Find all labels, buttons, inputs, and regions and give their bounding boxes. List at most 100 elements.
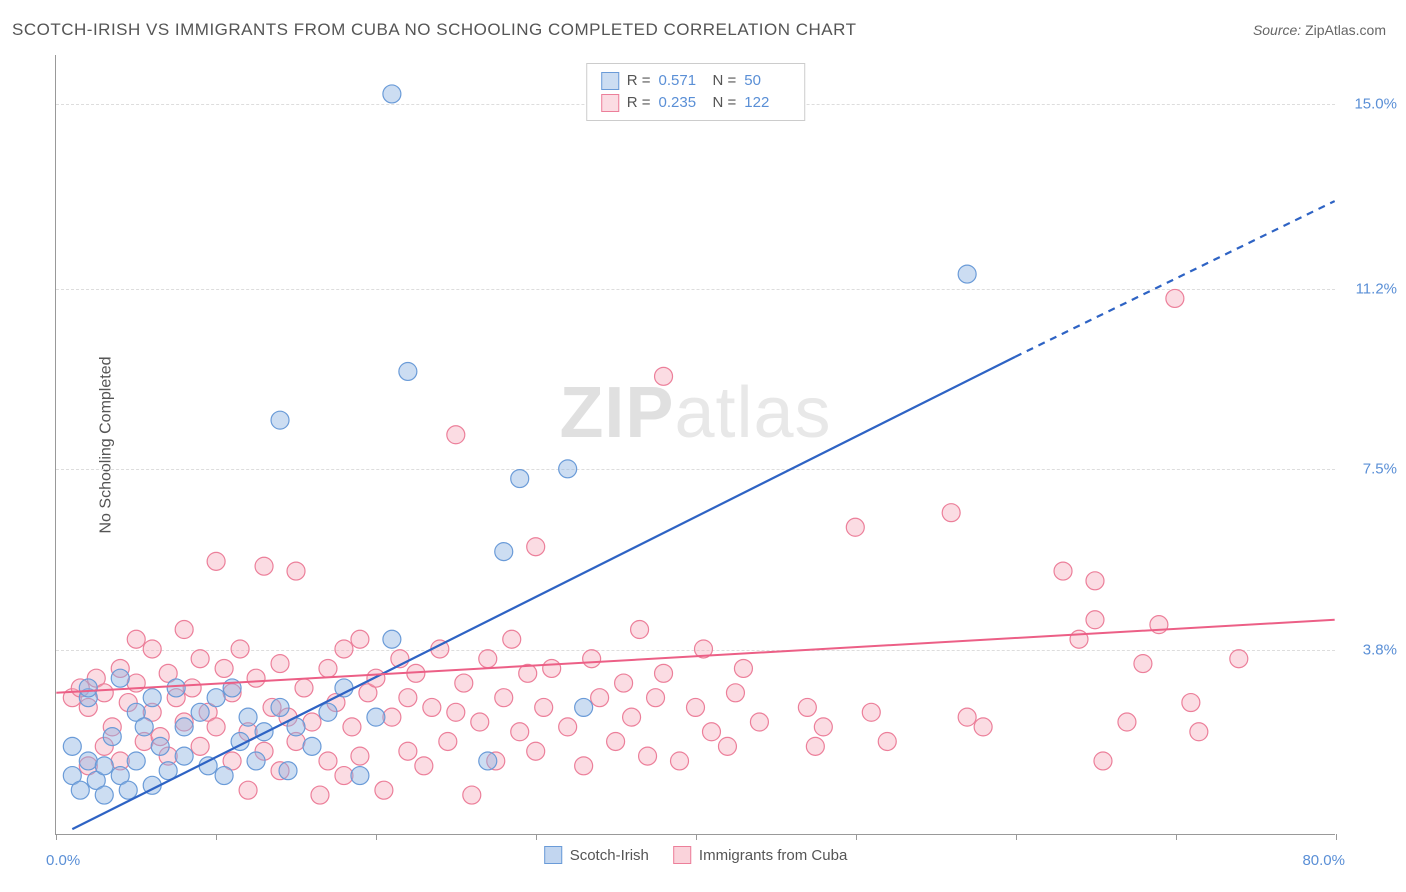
data-point <box>135 718 153 736</box>
data-point <box>207 689 225 707</box>
data-point <box>495 689 513 707</box>
data-point <box>655 367 673 385</box>
data-point <box>175 747 193 765</box>
data-point <box>1070 630 1088 648</box>
data-point <box>1182 694 1200 712</box>
data-point <box>247 752 265 770</box>
legend-r-value-2: 0.235 <box>659 92 705 114</box>
data-point <box>151 737 169 755</box>
data-point <box>527 742 545 760</box>
data-point <box>495 543 513 561</box>
trend-line <box>72 357 1015 829</box>
data-point <box>559 718 577 736</box>
data-point <box>191 703 209 721</box>
data-point <box>295 679 313 697</box>
data-point <box>247 669 265 687</box>
data-point <box>399 362 417 380</box>
data-point <box>958 708 976 726</box>
data-point <box>1134 655 1152 673</box>
data-point <box>543 659 561 677</box>
data-point <box>399 742 417 760</box>
data-point <box>718 737 736 755</box>
data-point <box>271 655 289 673</box>
y-tick-label: 7.5% <box>1342 461 1397 478</box>
data-point <box>535 698 553 716</box>
data-point <box>1054 562 1072 580</box>
data-point <box>199 757 217 775</box>
x-axis-max-label: 80.0% <box>1302 852 1345 869</box>
x-tick <box>1016 834 1017 840</box>
legend-swatch-1 <box>601 72 619 90</box>
data-point <box>239 708 257 726</box>
data-point <box>127 752 145 770</box>
data-point <box>103 728 121 746</box>
data-point <box>591 689 609 707</box>
data-point <box>1086 611 1104 629</box>
data-point <box>319 752 337 770</box>
data-point <box>119 781 137 799</box>
data-point <box>878 733 896 751</box>
legend-item-1: Scotch-Irish <box>544 846 649 864</box>
data-point <box>814 718 832 736</box>
data-point <box>207 718 225 736</box>
data-point <box>974 718 992 736</box>
data-point <box>726 684 744 702</box>
data-point <box>511 470 529 488</box>
legend-bottom-label-2: Immigrants from Cuba <box>699 847 847 864</box>
data-point <box>287 562 305 580</box>
trend-line-extrapolated <box>1015 201 1335 357</box>
data-point <box>527 538 545 556</box>
data-point <box>63 737 81 755</box>
source-label: Source: <box>1253 22 1301 38</box>
x-tick <box>376 834 377 840</box>
data-point <box>423 698 441 716</box>
data-point <box>79 752 97 770</box>
x-axis-min-label: 0.0% <box>46 852 80 869</box>
data-point <box>607 733 625 751</box>
data-point <box>671 752 689 770</box>
data-point <box>615 674 633 692</box>
data-point <box>942 504 960 522</box>
data-point <box>862 703 880 721</box>
data-point <box>311 786 329 804</box>
legend-row-series-2: R = 0.235 N = 122 <box>601 92 791 114</box>
x-tick <box>536 834 537 840</box>
data-point <box>575 757 593 775</box>
legend-correlation-box: R = 0.571 N = 50 R = 0.235 N = 122 <box>586 63 806 121</box>
y-tick-label: 15.0% <box>1342 95 1397 112</box>
y-tick-label: 3.8% <box>1342 641 1397 658</box>
data-point <box>479 752 497 770</box>
data-point <box>351 767 369 785</box>
source-attribution: Source: ZipAtlas.com <box>1253 22 1386 38</box>
data-point <box>303 713 321 731</box>
data-point <box>471 713 489 731</box>
data-point <box>127 630 145 648</box>
data-point <box>575 698 593 716</box>
data-point <box>215 659 233 677</box>
data-point <box>191 650 209 668</box>
data-point <box>846 518 864 536</box>
chart-title: SCOTCH-IRISH VS IMMIGRANTS FROM CUBA NO … <box>12 20 857 40</box>
source-value: ZipAtlas.com <box>1305 22 1386 38</box>
data-point <box>239 781 257 799</box>
data-point <box>439 733 457 751</box>
data-point <box>1086 572 1104 590</box>
legend-n-value-1: 50 <box>744 70 790 92</box>
data-point <box>639 747 657 765</box>
x-tick <box>56 834 57 840</box>
x-tick <box>216 834 217 840</box>
data-point <box>623 708 641 726</box>
legend-r-label-2: R = <box>627 92 651 114</box>
x-tick <box>696 834 697 840</box>
data-point <box>351 630 369 648</box>
data-point <box>335 640 353 658</box>
legend-r-label-1: R = <box>627 70 651 92</box>
x-tick <box>1336 834 1337 840</box>
data-point <box>447 703 465 721</box>
data-point <box>319 659 337 677</box>
data-point <box>702 723 720 741</box>
data-point <box>215 767 233 785</box>
data-point <box>255 723 273 741</box>
legend-n-label-1: N = <box>713 70 737 92</box>
data-point <box>383 630 401 648</box>
